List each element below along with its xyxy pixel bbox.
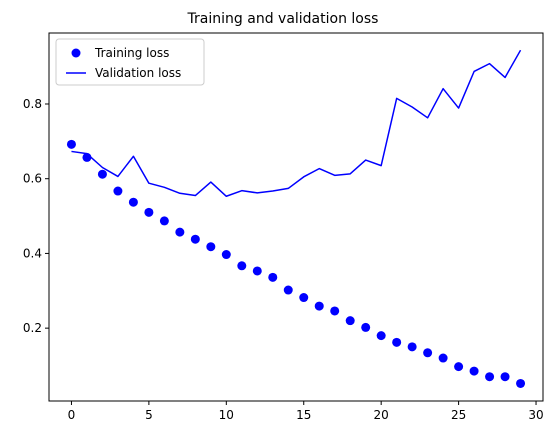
- training-loss-point: [66, 139, 76, 149]
- training-loss-point: [330, 306, 340, 316]
- training-loss-point: [190, 234, 200, 244]
- training-loss-point: [516, 378, 526, 388]
- x-tick-label: 0: [68, 408, 76, 422]
- training-loss-point: [407, 342, 417, 352]
- training-loss-point: [361, 322, 371, 332]
- legend-label: Training loss: [94, 46, 169, 60]
- training-loss-point: [299, 293, 309, 303]
- training-loss-point: [159, 216, 169, 226]
- x-tick-label: 30: [528, 408, 543, 422]
- y-tick-label: 0.2: [23, 321, 42, 335]
- legend-label: Validation loss: [95, 66, 181, 80]
- training-loss-point: [438, 353, 448, 363]
- training-loss-point: [485, 372, 495, 382]
- series-line-validation-loss: [71, 49, 522, 198]
- legend-point-marker: [71, 48, 81, 58]
- plot-area: [66, 49, 526, 388]
- training-loss-point: [345, 316, 355, 326]
- training-loss-point: [221, 250, 231, 260]
- training-loss-point: [97, 169, 107, 179]
- y-tick-label: 0.6: [23, 172, 42, 186]
- training-loss-point: [392, 337, 402, 347]
- x-tick-label: 20: [374, 408, 389, 422]
- x-tick-label: 10: [219, 408, 234, 422]
- training-loss-point: [454, 362, 464, 372]
- x-tick-label: 25: [451, 408, 466, 422]
- training-loss-point: [376, 331, 386, 341]
- training-loss-point: [206, 242, 216, 252]
- legend: Training loss Validation loss: [55, 38, 205, 86]
- x-tick-label: 15: [296, 408, 311, 422]
- training-loss-point: [252, 266, 262, 276]
- training-loss-point: [283, 285, 293, 295]
- training-loss-point: [128, 197, 138, 207]
- training-loss-point: [144, 207, 154, 217]
- training-loss-point: [237, 261, 247, 271]
- training-loss-point: [268, 272, 278, 282]
- axis-ticks: 0 5 10 15 20 25 30 0.2 0.4 0.6 0.8: [23, 97, 544, 422]
- chart-title: Training and validation loss: [187, 11, 379, 27]
- x-tick-label: 5: [145, 408, 153, 422]
- training-loss-point: [500, 372, 510, 382]
- training-loss-point: [314, 301, 324, 311]
- axes-frame: [48, 32, 544, 402]
- y-tick-label: 0.4: [23, 246, 42, 260]
- legend-box: [55, 38, 205, 86]
- training-loss-point: [423, 348, 433, 358]
- training-loss-point: [469, 366, 479, 376]
- training-loss-point: [175, 227, 185, 237]
- y-tick-label: 0.8: [23, 97, 42, 111]
- training-loss-point: [113, 186, 123, 196]
